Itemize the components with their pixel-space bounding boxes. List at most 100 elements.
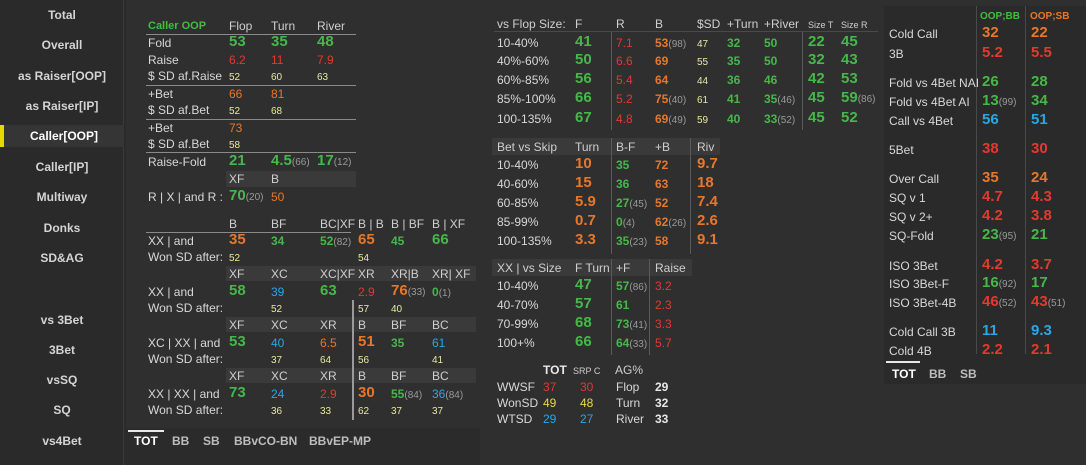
sidebar-item-vssq[interactable]: vsSQ xyxy=(46,373,78,387)
sidebar-item-vs-3bet[interactable]: vs 3Bet xyxy=(40,313,84,327)
tab-bbvco-bn[interactable]: BBvCO-BN xyxy=(234,434,298,448)
stat-value: 59 xyxy=(697,115,709,126)
stat-value: 58 xyxy=(655,234,669,248)
sidebar-item-3bet[interactable]: 3Bet xyxy=(48,343,75,357)
col-header: +Turn xyxy=(727,17,759,31)
row-label-sd-bet: $ SD af.Bet xyxy=(148,103,210,117)
stat-value: 54 xyxy=(358,253,370,264)
col-header-srp-c: SRP C xyxy=(573,366,601,376)
col-header: B-F xyxy=(616,140,636,154)
stat-value: 22 xyxy=(1031,24,1048,41)
stat-value: 36(84) xyxy=(432,387,464,401)
stat-value: 9.7 xyxy=(697,155,718,172)
stat-value: 0(4) xyxy=(616,215,635,229)
col-header: BF xyxy=(391,369,407,383)
sidebar-item-sq[interactable]: SQ xyxy=(53,403,71,417)
stat-value: 3.2 xyxy=(655,279,672,293)
stat-value: 43(51) xyxy=(1031,293,1066,310)
divider xyxy=(494,31,878,32)
col-header: +River xyxy=(764,17,800,31)
row-label: Won SD after: xyxy=(148,403,224,417)
row-label: WWSF xyxy=(497,380,535,394)
sidebar-item-caller-oop[interactable]: Caller[OOP] xyxy=(0,125,124,147)
stat-value: 66 xyxy=(575,89,592,106)
row-bg xyxy=(492,138,720,155)
divider xyxy=(146,232,351,233)
col-header: Raise xyxy=(655,261,686,275)
col-header: XF xyxy=(229,369,245,383)
stat-value: 18 xyxy=(697,174,714,191)
stat-value: 62 xyxy=(358,406,370,417)
stat-value: 57(86) xyxy=(616,279,648,293)
stat-value: 63 xyxy=(655,177,669,191)
stat-value: 35 xyxy=(229,231,246,248)
stat-value: 70(20) xyxy=(229,187,264,204)
right-tab-sb[interactable]: SB xyxy=(960,367,977,381)
row-label: Over Call xyxy=(889,172,940,186)
stat-value: 2.2 xyxy=(982,341,1003,358)
tab-sb[interactable]: SB xyxy=(203,434,220,448)
row-label: 100-135% xyxy=(497,234,552,248)
sidebar-item-overall[interactable]: Overall xyxy=(41,38,83,52)
stat-value: 5.7 xyxy=(655,336,672,350)
stat-value: 2.9 xyxy=(358,285,375,299)
stat-value: 58 xyxy=(229,282,246,299)
row-label-sd-bet-2: $ SD af.Bet xyxy=(148,137,210,151)
stat-value: 64 xyxy=(655,73,669,87)
stat-value: 56 xyxy=(575,70,592,87)
tab-bbvep-mp[interactable]: BBvEP-MP xyxy=(309,434,372,448)
tab-tot[interactable]: TOT xyxy=(134,434,158,448)
divider xyxy=(146,119,356,120)
right-tab-tot[interactable]: TOT xyxy=(892,367,916,381)
row-label: Won SD after: xyxy=(148,250,224,264)
col-header: XR|B xyxy=(391,267,419,281)
stat-value: 53(98) xyxy=(655,36,687,50)
stat-value: 52 xyxy=(229,72,241,83)
col-header: XC|XF xyxy=(320,267,356,281)
tab-indicator xyxy=(128,430,164,432)
row-label-bet-2: +Bet xyxy=(148,121,174,135)
stat-value: 45 xyxy=(808,109,825,126)
row-label: 60-85% xyxy=(497,196,539,210)
col-header: B | XF xyxy=(432,217,466,231)
col-header: F Turn xyxy=(575,261,610,275)
sidebar-item-vs4bet[interactable]: vs4Bet xyxy=(42,434,82,448)
sidebar-item-caller-ip[interactable]: Caller[IP] xyxy=(35,160,89,174)
row-label: ISO 3Bet-F xyxy=(889,277,950,291)
col-header-turn: Turn xyxy=(271,19,296,33)
sidebar-item-sd-ag[interactable]: SD&AG xyxy=(40,251,84,265)
row-bg xyxy=(226,266,476,281)
sidebar-item-multiway[interactable]: Multiway xyxy=(36,190,88,204)
tab-bb[interactable]: BB xyxy=(172,434,190,448)
stat-value: 5.9 xyxy=(575,193,596,210)
sidebar-item-raiser-ip[interactable]: as Raiser[IP] xyxy=(25,99,99,113)
stat-value: 68 xyxy=(271,106,283,117)
stat-value: 58 xyxy=(229,140,241,151)
row-label: SQ-Fold xyxy=(889,229,934,243)
row-label: Won SD after: xyxy=(148,301,224,315)
stat-value: 17 xyxy=(1031,274,1048,291)
stat-value: 38 xyxy=(982,140,999,157)
col-header: Riv xyxy=(697,140,715,154)
stat-value: 49 xyxy=(543,396,557,410)
stat-value: 2.6 xyxy=(697,212,718,229)
stat-value: 22 xyxy=(808,33,825,50)
row-label: Cold Call xyxy=(889,27,938,41)
stat-value: 13(99) xyxy=(982,92,1017,109)
sidebar-item-donks[interactable]: Donks xyxy=(43,221,81,235)
stat-value: 3.7 xyxy=(1031,256,1052,273)
row-label: XX | and xyxy=(148,234,194,248)
row-label: 100-135% xyxy=(497,112,552,126)
row-label: River xyxy=(616,412,645,426)
col-header-flop: Flop xyxy=(229,19,253,33)
stat-value: 21 xyxy=(229,152,246,169)
stat-value: 55 xyxy=(697,57,709,68)
sidebar-item-total[interactable]: Total xyxy=(48,8,76,22)
row-label: Cold 4B xyxy=(889,344,932,358)
col-header: B xyxy=(358,318,367,332)
stat-value: 48 xyxy=(317,33,334,50)
stat-value: 3.3 xyxy=(655,317,672,331)
right-tab-bb[interactable]: BB xyxy=(929,367,947,381)
sidebar-item-raiser-oop[interactable]: as Raiser[OOP] xyxy=(17,69,107,83)
stat-value: 37 xyxy=(271,355,283,366)
